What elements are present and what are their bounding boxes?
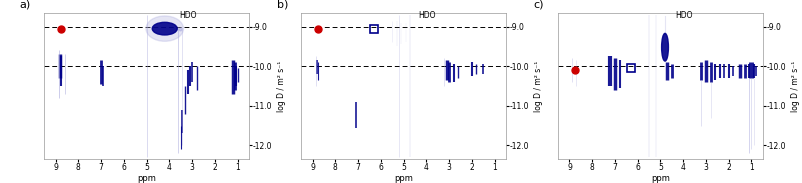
Y-axis label: log D / m² s⁻¹: log D / m² s⁻¹ bbox=[533, 60, 542, 112]
Text: HDO: HDO bbox=[180, 11, 196, 20]
Y-axis label: log D / m² s⁻¹: log D / m² s⁻¹ bbox=[277, 60, 286, 112]
Y-axis label: log D / m² s⁻¹: log D / m² s⁻¹ bbox=[790, 60, 799, 112]
Text: c): c) bbox=[533, 0, 543, 10]
Text: HDO: HDO bbox=[674, 11, 692, 20]
Ellipse shape bbox=[152, 22, 177, 35]
Text: a): a) bbox=[19, 0, 30, 10]
X-axis label: ppm: ppm bbox=[650, 174, 669, 183]
Text: HDO: HDO bbox=[418, 11, 435, 20]
X-axis label: ppm: ppm bbox=[394, 174, 412, 183]
Ellipse shape bbox=[146, 16, 184, 41]
Ellipse shape bbox=[661, 33, 667, 61]
Text: b): b) bbox=[276, 0, 288, 10]
X-axis label: ppm: ppm bbox=[137, 174, 156, 183]
